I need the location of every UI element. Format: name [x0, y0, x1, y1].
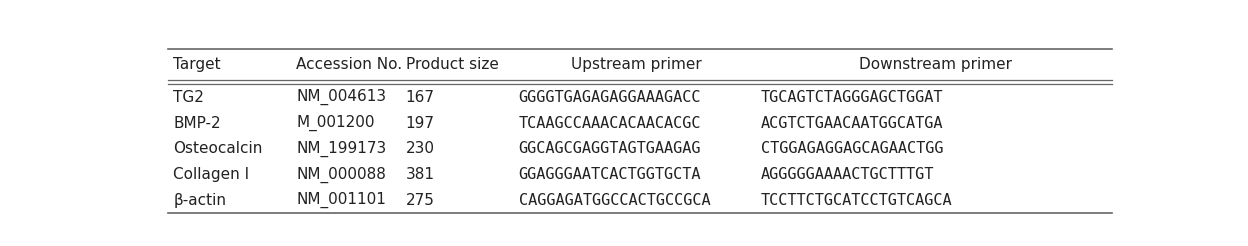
Text: GGCAGCGAGGTAGTGAAGAG: GGCAGCGAGGTAGTGAAGAG [519, 141, 701, 156]
Text: Downstream primer: Downstream primer [859, 57, 1012, 72]
Text: TCAAGCCAAACACAACACGC: TCAAGCCAAACACAACACGC [519, 116, 701, 131]
Text: Upstream primer: Upstream primer [572, 57, 703, 72]
Text: Target: Target [173, 57, 221, 72]
Text: 197: 197 [406, 116, 434, 131]
Text: ACGTCTGAACAATGGCATGA: ACGTCTGAACAATGGCATGA [760, 116, 943, 131]
Text: Osteocalcin: Osteocalcin [173, 141, 263, 156]
Text: CAGGAGATGGCCACTGCCGCA: CAGGAGATGGCCACTGCCGCA [519, 193, 710, 208]
Text: TGCAGTCTAGGGAGCTGGAT: TGCAGTCTAGGGAGCTGGAT [760, 90, 943, 105]
Text: AGGGGGAAAACTGCTTTGT: AGGGGGAAAACTGCTTTGT [760, 167, 934, 182]
Text: NM_199173: NM_199173 [296, 141, 387, 157]
Text: 275: 275 [406, 193, 434, 208]
Text: Product size: Product size [406, 57, 498, 72]
Text: M_001200: M_001200 [296, 115, 374, 131]
Text: NM_001101: NM_001101 [296, 192, 386, 208]
Text: GGAGGGAATCACTGGTGCTA: GGAGGGAATCACTGGTGCTA [519, 167, 701, 182]
Text: NM_000088: NM_000088 [296, 167, 386, 183]
Text: TG2: TG2 [173, 90, 205, 105]
Text: β-actin: β-actin [173, 193, 226, 208]
Text: 381: 381 [406, 167, 434, 182]
Text: NM_004613: NM_004613 [296, 89, 387, 106]
Text: 167: 167 [406, 90, 434, 105]
Text: BMP-2: BMP-2 [173, 116, 221, 131]
Text: Collagen I: Collagen I [173, 167, 250, 182]
Text: Accession No.: Accession No. [296, 57, 402, 72]
Text: GGGGTGAGAGAGGAAAGACC: GGGGTGAGAGAGGAAAGACC [519, 90, 701, 105]
Text: 230: 230 [406, 141, 434, 156]
Text: TCCTTCTGCATCCTGTCAGCA: TCCTTCTGCATCCTGTCAGCA [760, 193, 952, 208]
Text: CTGGAGAGGAGCAGAACTGG: CTGGAGAGGAGCAGAACTGG [760, 141, 943, 156]
